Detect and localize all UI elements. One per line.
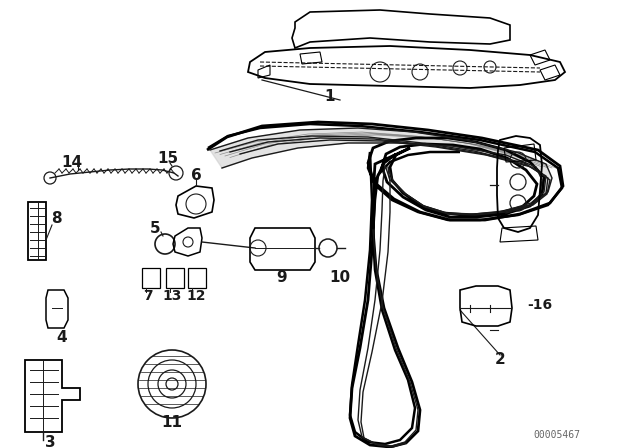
Text: 2: 2 — [495, 353, 506, 367]
Text: 14: 14 — [61, 155, 83, 169]
Text: 00005467: 00005467 — [533, 430, 580, 440]
Text: 11: 11 — [161, 414, 182, 430]
Text: 6: 6 — [191, 168, 202, 182]
Text: 4: 4 — [57, 331, 67, 345]
Text: 5: 5 — [150, 220, 160, 236]
Text: 9: 9 — [276, 271, 287, 285]
Text: -16: -16 — [527, 298, 552, 312]
Text: 7: 7 — [143, 289, 153, 303]
Text: 12: 12 — [186, 289, 205, 303]
Text: 15: 15 — [157, 151, 179, 165]
Text: 3: 3 — [45, 435, 55, 448]
Polygon shape — [210, 128, 552, 203]
Text: 10: 10 — [330, 271, 351, 285]
Text: 8: 8 — [51, 211, 61, 225]
Text: 13: 13 — [163, 289, 182, 303]
Text: 1: 1 — [324, 89, 335, 103]
